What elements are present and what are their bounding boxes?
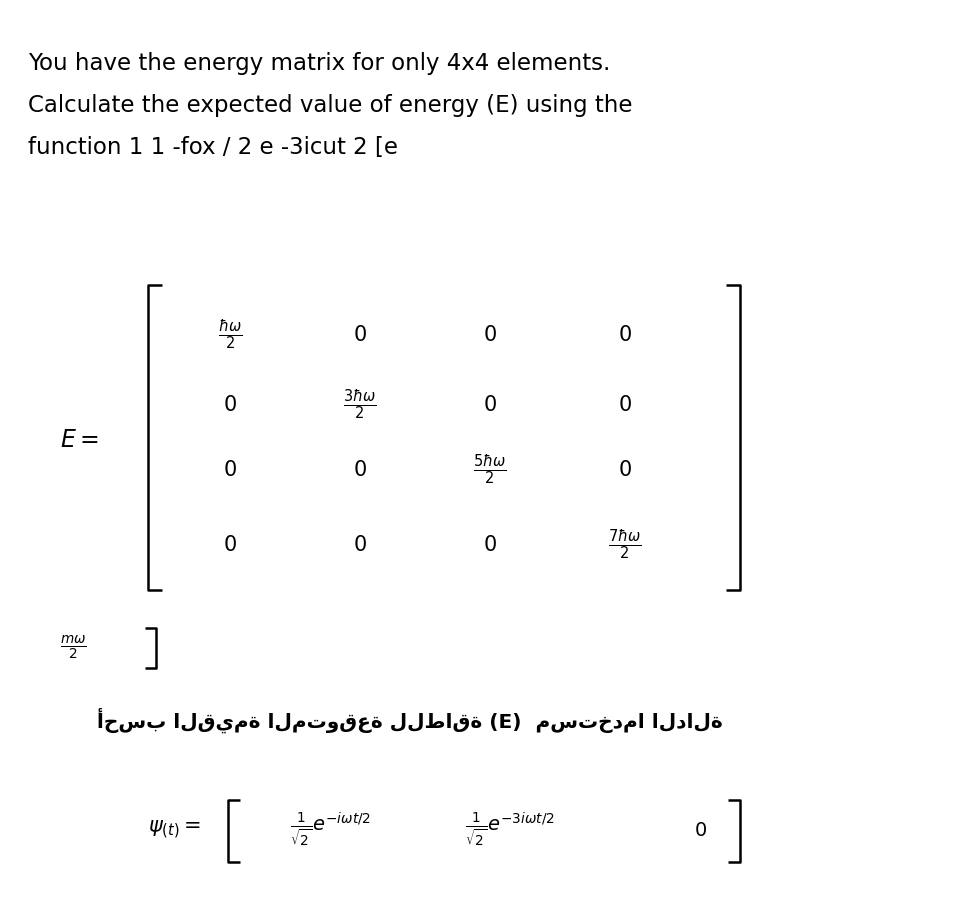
Text: $E =$: $E =$: [60, 428, 98, 452]
Text: $\frac{7\hbar\omega}{2}$: $\frac{7\hbar\omega}{2}$: [608, 527, 642, 563]
Text: $0$: $0$: [693, 821, 706, 840]
Text: $\frac{1}{\sqrt{2}}e^{-3i\omega t/2}$: $\frac{1}{\sqrt{2}}e^{-3i\omega t/2}$: [466, 811, 555, 849]
Text: $0$: $0$: [353, 460, 367, 480]
Text: $0$: $0$: [618, 325, 632, 345]
Text: You have the energy matrix for only 4x4 elements.: You have the energy matrix for only 4x4 …: [28, 52, 611, 75]
Text: $0$: $0$: [223, 535, 237, 555]
Text: $0$: $0$: [223, 460, 237, 480]
Text: $0$: $0$: [618, 395, 632, 415]
Text: $0$: $0$: [483, 535, 497, 555]
Text: $0$: $0$: [618, 460, 632, 480]
Text: $0$: $0$: [223, 395, 237, 415]
Text: function 1 1 -fox / 2 e -3icut 2 [e: function 1 1 -fox / 2 e -3icut 2 [e: [28, 136, 398, 159]
Text: $\frac{m\omega}{2}$: $\frac{m\omega}{2}$: [60, 634, 87, 662]
Text: $0$: $0$: [353, 535, 367, 555]
Text: $\frac{5\hbar\omega}{2}$: $\frac{5\hbar\omega}{2}$: [473, 453, 506, 487]
Text: أحسب القيمة المتوقعة للطاقة (E)  مستخدما الدالة: أحسب القيمة المتوقعة للطاقة (E) مستخدما …: [97, 708, 723, 733]
Text: $\psi_{(t)} =$: $\psi_{(t)} =$: [148, 819, 201, 842]
Text: $\frac{\hbar\omega}{2}$: $\frac{\hbar\omega}{2}$: [218, 318, 243, 352]
Text: $0$: $0$: [483, 395, 497, 415]
Text: $0$: $0$: [353, 325, 367, 345]
Text: $0$: $0$: [483, 325, 497, 345]
Text: $\frac{1}{\sqrt{2}}e^{-i\omega t/2}$: $\frac{1}{\sqrt{2}}e^{-i\omega t/2}$: [289, 811, 370, 849]
Text: Calculate the expected value of energy (E) using the: Calculate the expected value of energy (…: [28, 94, 632, 117]
Text: $\frac{3\hbar\omega}{2}$: $\frac{3\hbar\omega}{2}$: [343, 388, 377, 422]
